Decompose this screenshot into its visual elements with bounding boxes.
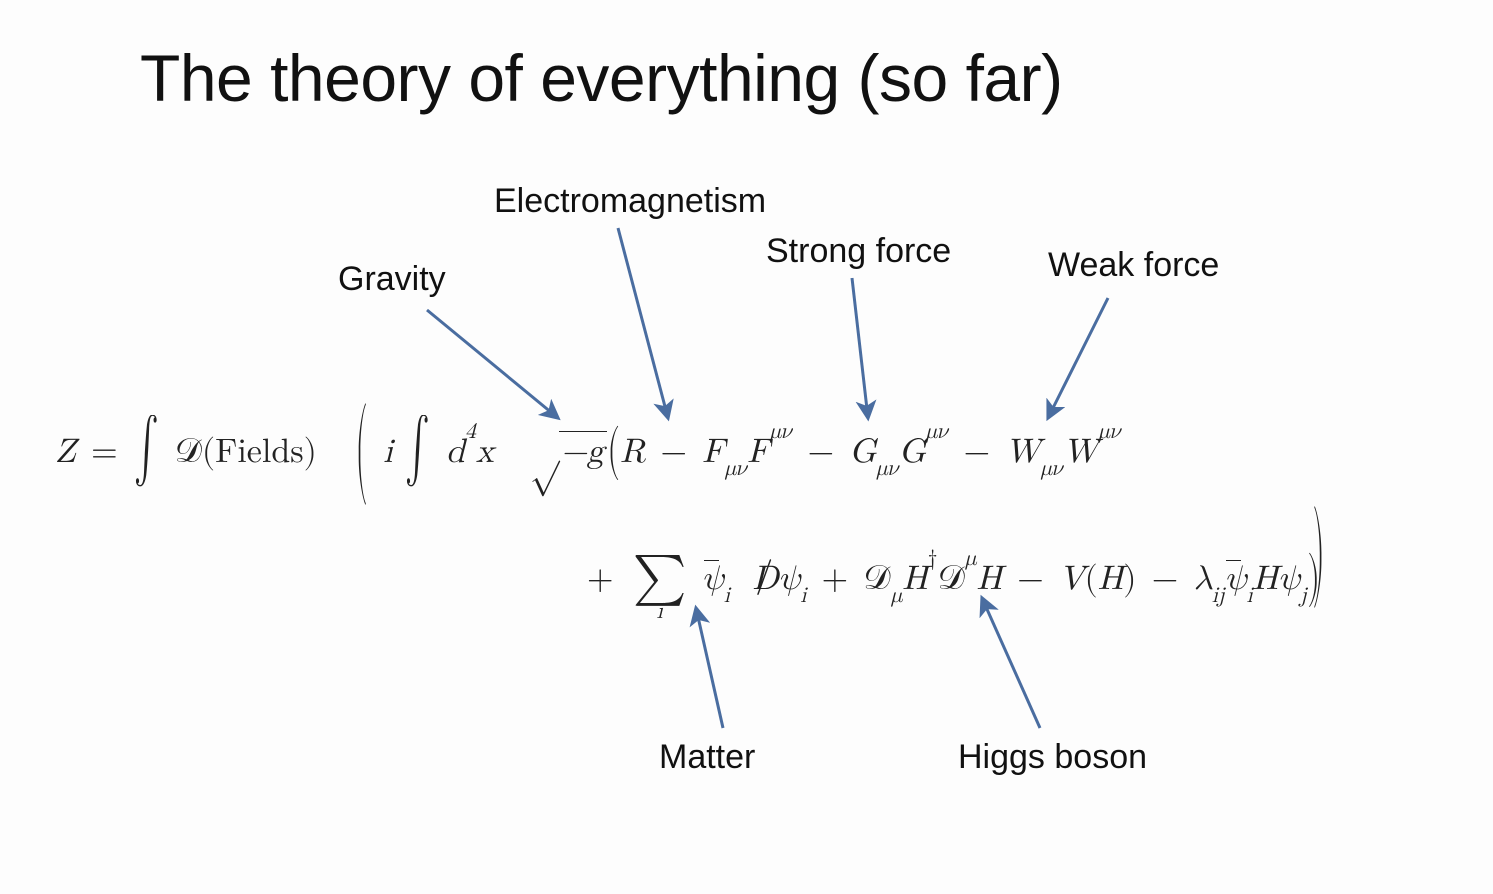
sum-icon: ∑i bbox=[633, 552, 687, 603]
open-paren-big: ( bbox=[355, 389, 367, 512]
plus-2: + bbox=[822, 562, 848, 596]
psi-1: ψ bbox=[778, 562, 800, 596]
F1: F bbox=[702, 435, 724, 469]
minus-3: − bbox=[964, 435, 990, 469]
lambda-sub: ij bbox=[1212, 585, 1225, 607]
W2: W bbox=[1063, 435, 1098, 469]
sym-equals: = bbox=[91, 435, 117, 469]
equation-line-1: Z = ∫ 𝒟(Fields) ( i ∫ d4x √−g (R − FμνFμ… bbox=[55, 430, 1121, 473]
label-higgs: Higgs boson bbox=[958, 738, 1147, 777]
sqrt-gravity: √−g bbox=[530, 430, 607, 473]
Dmu-2: 𝒟 bbox=[938, 560, 965, 597]
G2-sup: μν bbox=[926, 421, 949, 443]
higgs-arrow bbox=[982, 598, 1040, 728]
F1-sub: μν bbox=[724, 458, 747, 480]
psibar-2-sub: i bbox=[1246, 585, 1252, 607]
sym-Z: Z bbox=[55, 435, 76, 469]
label-weak-force: Weak force bbox=[1048, 246, 1219, 285]
close-paren-big: ) bbox=[1308, 535, 1329, 576]
minus-2: − bbox=[808, 435, 834, 469]
gravity-arrow bbox=[427, 310, 558, 418]
G1: G bbox=[849, 435, 876, 469]
open-paren-med: ( bbox=[607, 418, 620, 484]
weak-arrow bbox=[1048, 298, 1108, 418]
label-matter: Matter bbox=[659, 738, 755, 777]
minus-1: − bbox=[660, 435, 686, 469]
integral-icon: ∫ bbox=[134, 410, 159, 488]
psi-1-sub: i bbox=[800, 585, 806, 607]
V: V bbox=[1059, 562, 1085, 596]
minus-4: − bbox=[1017, 562, 1043, 596]
minus-5: − bbox=[1152, 562, 1178, 596]
F2: F bbox=[747, 435, 769, 469]
slide: The theory of everything (so far) Gravit… bbox=[0, 0, 1493, 894]
Dmu-1: 𝒟 bbox=[863, 560, 890, 597]
page-title: The theory of everything (so far) bbox=[140, 40, 1063, 116]
Dmu-2-sup: μ bbox=[965, 548, 977, 570]
sum-index: i bbox=[656, 601, 662, 624]
H-3: H bbox=[1098, 562, 1124, 596]
psi-2: ψ bbox=[1278, 562, 1300, 596]
fields-text: (Fields) bbox=[202, 435, 317, 469]
lambda: λ bbox=[1194, 562, 1212, 596]
sup-4: 4 bbox=[465, 421, 476, 443]
matter-arrow bbox=[696, 608, 723, 728]
sqrt-arg: −g bbox=[559, 431, 606, 473]
integral-icon-2: ∫ bbox=[405, 410, 430, 488]
H-1: H bbox=[902, 562, 928, 596]
F2-sup: μν bbox=[769, 421, 792, 443]
d-slash: D bbox=[752, 559, 778, 600]
label-gravity: Gravity bbox=[338, 260, 446, 299]
G2: G bbox=[899, 435, 926, 469]
W1: W bbox=[1005, 435, 1040, 469]
psibar-1: ψ bbox=[702, 559, 724, 600]
psi-2-sub: j bbox=[1300, 585, 1307, 607]
sym-D-cal: 𝒟 bbox=[175, 433, 202, 470]
G1-sub: μν bbox=[876, 458, 899, 480]
Dmu-1-sub: μ bbox=[891, 585, 903, 607]
label-strong-force: Strong force bbox=[766, 232, 951, 271]
close-paren-s1: ) bbox=[1123, 562, 1136, 596]
H-dag: † bbox=[928, 548, 938, 570]
sym-R: R bbox=[620, 435, 645, 469]
label-electromagnetism: Electromagnetism bbox=[494, 182, 766, 221]
equation-line-2: + ∑i ψi Dψi + 𝒟μH†𝒟μH − V(H) − λijψiHψj) bbox=[583, 548, 1320, 600]
open-paren-s1: ( bbox=[1085, 562, 1098, 596]
sym-x: x bbox=[476, 435, 494, 469]
psibar-2: ψ bbox=[1225, 559, 1247, 600]
strong-arrow bbox=[852, 278, 868, 418]
sym-d: d bbox=[446, 435, 465, 469]
plus-1: + bbox=[587, 562, 613, 596]
psibar-1-sub: i bbox=[724, 585, 730, 607]
W2-sup: μν bbox=[1098, 421, 1121, 443]
sym-i: i bbox=[383, 435, 392, 469]
W1-sub: μν bbox=[1040, 458, 1063, 480]
H-4: H bbox=[1253, 562, 1279, 596]
em-arrow bbox=[618, 228, 668, 418]
H-2: H bbox=[976, 562, 1002, 596]
